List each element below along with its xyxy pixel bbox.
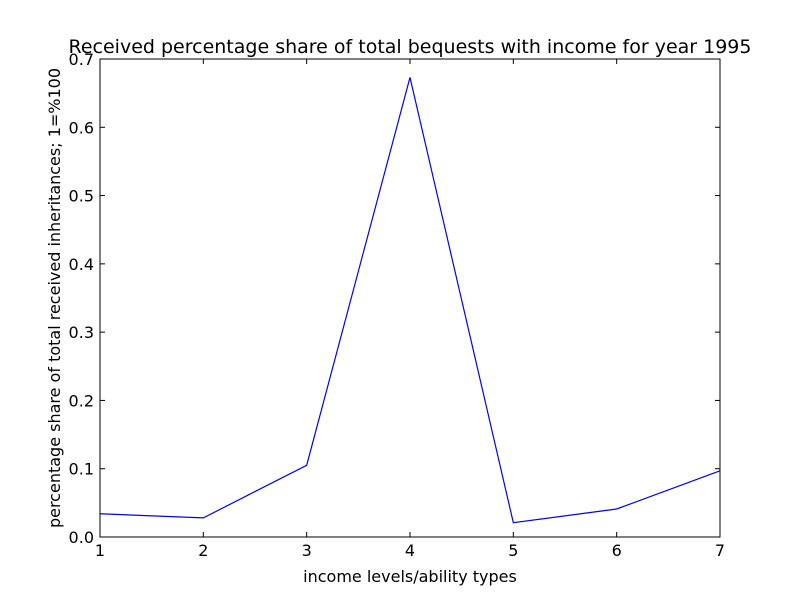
axis-ticks (99, 58, 721, 538)
x-tick-label: 2 (198, 541, 208, 560)
y-tick-label: 0.6 (69, 118, 94, 137)
y-tick-label: 0.2 (69, 391, 94, 410)
y-tick-label: 0.5 (69, 187, 94, 206)
series-line-0 (99, 77, 721, 524)
x-tick-label: 7 (715, 541, 725, 560)
x-tick-label: 5 (508, 541, 518, 560)
y-tick-label: 0.3 (69, 323, 94, 342)
x-tick-label: 3 (302, 541, 312, 560)
y-tick-label: 0.1 (69, 460, 94, 479)
tick-labels: 1 2 3 4 5 6 7 0.0 0.1 0.2 0.3 0.4 0.5 0.6 0.7 (69, 50, 726, 560)
x-axis-title: income levels/ability types (303, 567, 517, 586)
x-tick-label: 4 (405, 541, 415, 560)
y-tick-label: 0.0 (69, 528, 94, 547)
chart-title: Received percentage share of total beque… (69, 36, 752, 58)
y-axis-title: percentage share of total received inher… (45, 68, 64, 528)
plot-area (99, 77, 721, 524)
x-tick-label: 6 (612, 541, 622, 560)
plot-frame (99, 58, 721, 538)
y-tick-label: 0.7 (69, 50, 94, 69)
x-tick-label: 1 (95, 541, 105, 560)
y-tick-label: 0.4 (69, 255, 94, 274)
